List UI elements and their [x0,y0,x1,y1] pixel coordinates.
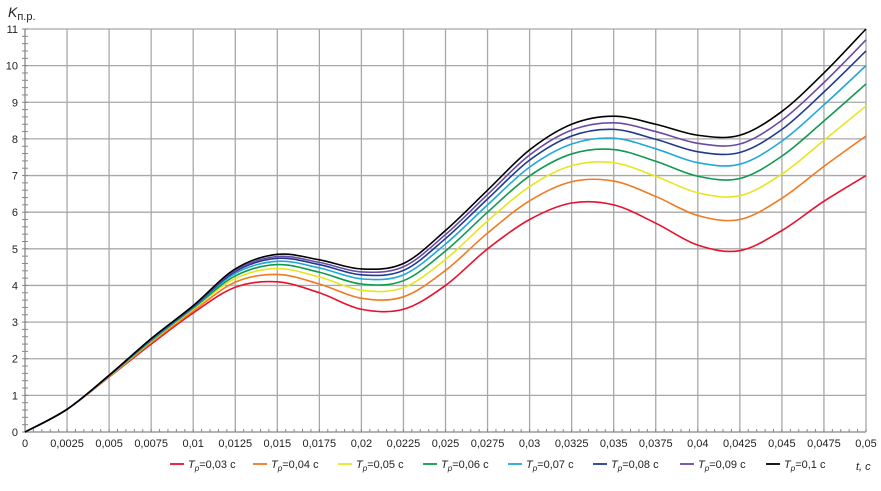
y-tick-label: 11 [7,24,18,36]
legend-item: Tp=0,05 c [338,459,404,473]
axes [22,28,867,433]
y-tick-label: 4 [12,280,18,292]
x-tick-label: 0,04 [687,438,708,450]
y-axis-title-sub: п.р. [17,11,35,23]
legend-sub: p [194,464,200,473]
legend-label: Tp=0,1 c [784,459,826,473]
x-tick-label: 0,0325 [555,438,589,450]
legend-sub: p [704,464,710,473]
legend-val: =0,09 c [709,459,746,471]
series-line-0 [24,174,867,433]
x-tick-label: 0,05 [855,438,876,450]
x-tick-label: 0,005 [95,438,123,450]
x-tick-label: 0,0375 [639,438,673,450]
x-tick-label: 0 [22,438,28,450]
legend-var: T [784,459,792,471]
y-axis-title: Kп.р. [8,4,36,23]
legend-var: T [188,459,196,471]
x-tick-label: 0,02 [351,438,372,450]
legend-val: =0,07 c [537,459,574,471]
legend-sub: p [617,464,623,473]
series-line-1 [24,135,867,433]
x-tick-label: 0,0225 [387,438,421,450]
legend-var: T [526,459,534,471]
legend-item: Tp=0,1 c [766,459,826,473]
legend-var: T [441,459,449,471]
series-lines [24,28,867,433]
legend-label: Tp=0,08 c [611,459,659,473]
legend-var: T [611,459,619,471]
legend-label: Tp=0,05 c [356,459,404,473]
x-tick-label: 0,0025 [50,438,84,450]
legend-sub: p [447,464,453,473]
x-tick-label: 0,03 [519,438,540,450]
legend-item: Tp=0,03 c [170,459,236,473]
x-tick-label: 0,0275 [471,438,505,450]
legend-val: =0,06 c [452,459,489,471]
x-tick-label: 0,015 [264,438,292,450]
legend-val: =0,08 c [622,459,659,471]
y-tick-label: 7 [12,171,18,183]
tick-labels: 0 0,0025 0,005 0,0075 0,01 0,0125 0,015 0,0175 0… [6,24,877,450]
legend-label: Tp=0,04 c [271,459,319,473]
y-tick-label: 2 [12,354,18,366]
legend-item: Tp=0,09 c [680,459,746,473]
x-tick-label: 0,0175 [303,438,337,450]
x-axis-title: t, c [856,461,871,473]
x-tick-label: 0,0475 [807,438,841,450]
x-tick-label: 0,025 [432,438,460,450]
legend-var: T [271,459,279,471]
legend-label: Tp=0,03 c [188,459,236,473]
legend-sub: p [532,464,538,473]
legend-label: Tp=0,06 c [441,459,489,473]
y-tick-label: 3 [12,317,18,329]
legend-val: =0,04 c [282,459,319,471]
y-tick-label: 1 [12,390,18,402]
grid [25,28,867,432]
x-tick-label: 0,0075 [134,438,168,450]
y-tick-label: 8 [12,134,18,146]
legend-var: T [356,459,364,471]
x-tick-label: 0,0425 [723,438,757,450]
legend-sub: p [790,464,796,473]
legend-var: T [698,459,706,471]
legend-val: =0,05 c [367,459,404,471]
y-tick-label: 9 [12,97,18,109]
x-tick-label: 0,0125 [218,438,252,450]
x-tick-label: 0,045 [768,438,796,450]
legend-sub: p [362,464,368,473]
legend-item: Tp=0,07 c [508,459,574,473]
legend-label: Tp=0,09 c [698,459,746,473]
legend-item: Tp=0,06 c [423,459,489,473]
legend-item: Tp=0,08 c [593,459,659,473]
legend-val: =0,03 c [199,459,236,471]
series-line-7 [24,28,867,433]
x-tick-label: 0,035 [600,438,628,450]
x-tick-label: 0,01 [182,438,203,450]
y-tick-label: 0 [12,427,18,439]
legend: Tp=0,03 c Tp=0,04 c Tp=0,05 c Tp=0,06 c Tp=0… [170,459,826,473]
legend-label: Tp=0,07 c [526,459,574,473]
y-tick-label: 6 [12,207,18,219]
legend-val: =0,1 c [795,459,826,471]
y-tick-label: 5 [12,244,18,256]
y-tick-label: 10 [6,61,18,73]
legend-item: Tp=0,04 c [253,459,319,473]
legend-sub: p [277,464,283,473]
